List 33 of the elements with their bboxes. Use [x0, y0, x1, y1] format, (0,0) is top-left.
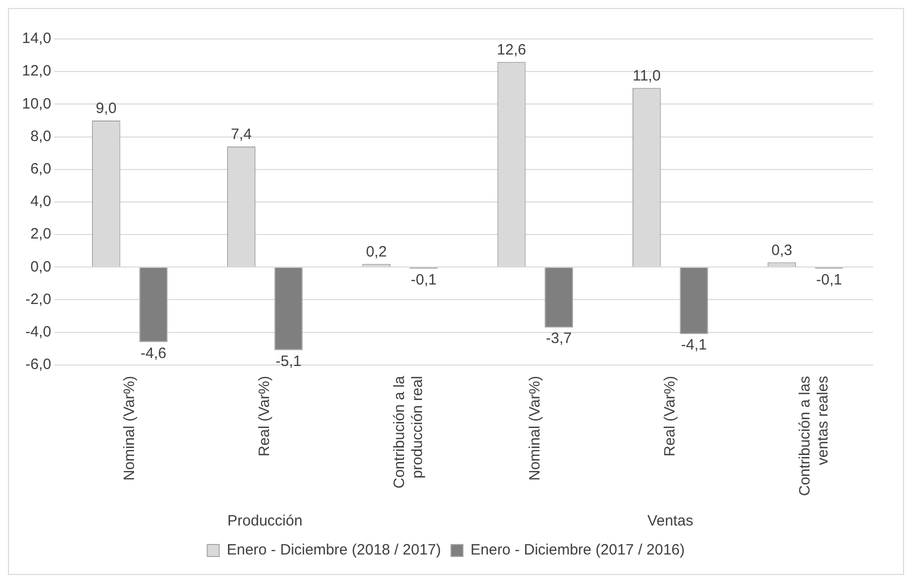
data-label: 11,0: [632, 68, 661, 85]
data-label: 0,3: [771, 242, 792, 259]
y-tick-label: 0,0: [30, 258, 52, 276]
text: Producción: [227, 512, 302, 530]
x-tick-label: Nominal (Var%): [120, 376, 138, 481]
y-tick-label: 8,0: [30, 128, 52, 145]
y-tick-label: -2,0: [25, 290, 52, 308]
y-tick-label: 14,0: [22, 30, 52, 48]
y-tick-label: -6,0: [25, 356, 52, 374]
data-label: 0,2: [366, 244, 387, 261]
data-label: -3,7: [546, 330, 572, 348]
data-label: -5,1: [276, 352, 302, 370]
legend-label: Enero - Diciembre (2017 / 2016): [470, 542, 685, 559]
x-tick-label: Contribución a la producción real: [391, 375, 426, 489]
y-tick-label: 4,0: [30, 193, 52, 210]
y-tick-label: 6,0: [30, 160, 52, 178]
legend-label: Enero - Diciembre (2018 / 2017): [226, 542, 442, 559]
y-tick-label: 2,0: [30, 226, 52, 243]
data-label: -0,1: [816, 271, 842, 288]
data-label: 9,0: [96, 100, 117, 118]
x-tick-label: Real (Var%): [256, 376, 274, 457]
data-label: -0,1: [410, 271, 437, 288]
y-tick-label: -4,0: [25, 323, 52, 340]
x-tick-label: Contribución a las ventas reales: [796, 376, 832, 496]
data-label: -4,6: [140, 344, 166, 362]
data-label: 12,6: [496, 41, 526, 58]
text: Ventas: [647, 512, 694, 530]
data-label: 7,4: [230, 126, 252, 144]
y-tick-label: 12,0: [22, 62, 52, 80]
data-label: -4,1: [681, 336, 707, 354]
y-tick-label: 10,0: [22, 95, 52, 112]
x-tick-label: Real (Var%): [661, 376, 678, 457]
x-tick-label: Nominal (Var%): [526, 376, 544, 481]
